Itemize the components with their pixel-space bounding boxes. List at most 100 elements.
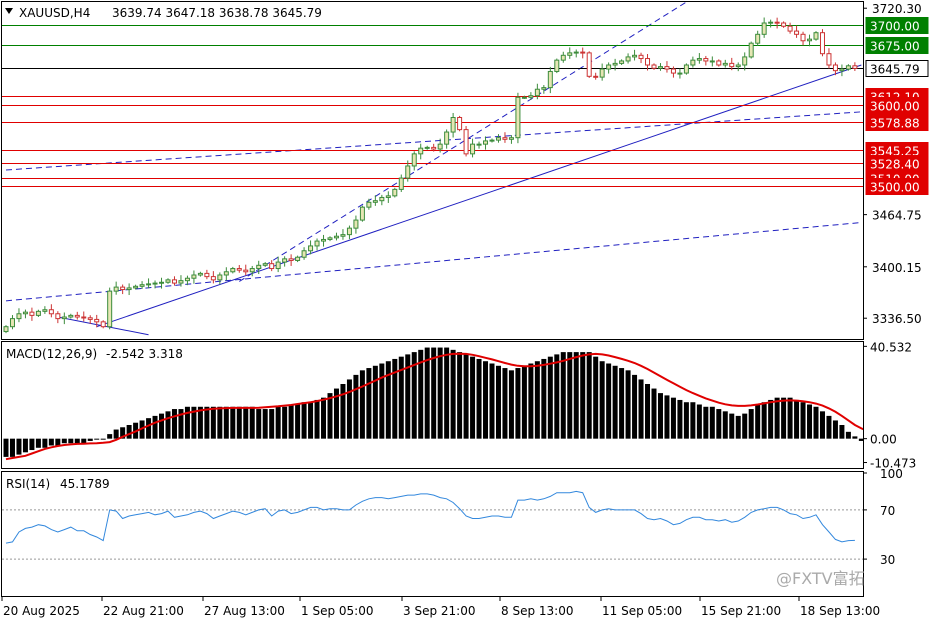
macd-bar [327,393,333,439]
candle [800,31,806,46]
candle [606,62,612,74]
candle [385,191,391,203]
candle [852,62,858,71]
chart-menu-icon [5,8,13,14]
current-level-value: 3645.79 [870,63,920,77]
macd-bar [826,415,832,439]
candle [444,129,450,149]
macd-bar [677,399,683,439]
candle [243,264,249,276]
macd-bar [586,352,592,439]
candle [314,238,320,251]
macd-tick-label: 40.532 [870,340,912,354]
time-tick-label: 1 Sep 05:00 [301,604,373,618]
macd-bar [152,415,158,439]
candle [308,240,314,255]
ohlc-readout: 3639.74 3647.18 3638.78 3645.79 [112,6,322,20]
watermark: @FXTV富拓 [776,569,865,588]
candle [508,135,514,144]
macd-bar [3,438,9,457]
trendline-2[interactable] [5,222,862,302]
macd-bar [761,402,767,439]
macd-bar [22,438,28,453]
macd-bar [593,356,599,439]
macd-bar [126,425,132,439]
candle [567,47,573,59]
macd-bar [787,397,793,439]
candle [333,232,339,241]
candle [580,47,586,59]
macd-bar [35,438,41,448]
candle [120,284,126,295]
candle [593,72,599,80]
rsi-tick-label: 70 [880,504,895,518]
rsi-panel-frame [1,471,864,597]
resistance-level-value: 3675.00 [870,40,920,54]
support-level-label: 3600.00 [865,97,929,114]
price-panel-frame [1,1,864,340]
candle [392,187,398,198]
candle [42,306,48,314]
candle [495,134,501,143]
candle [405,160,411,182]
macd-bar [683,402,689,439]
macd-bar [301,402,307,439]
candle [223,267,229,281]
macd-bar [774,397,780,439]
macd-bar [314,399,320,439]
candle [489,138,495,143]
candle [819,29,825,57]
support-level-value: 3578.88 [870,117,920,131]
candle [768,19,774,28]
candle [450,112,456,138]
trendline-1[interactable] [5,111,862,171]
macd-bar [431,347,437,439]
macd-bar [742,413,748,439]
macd-bar [230,406,236,439]
candle [230,266,236,274]
macd-bar [619,368,625,439]
macd-values: -2.542 3.318 [106,347,183,361]
macd-bar [333,388,339,439]
candle [100,320,106,329]
macd-bar [657,393,663,439]
macd-bar [372,365,378,439]
macd-bar [599,361,605,439]
macd-bar [340,384,346,439]
macd-bar [502,368,508,439]
macd-indicator [3,347,863,461]
macd-bar [716,409,722,439]
candle [845,64,851,71]
macd-bar [262,409,268,439]
macd-bar [204,406,210,439]
candle [832,62,838,76]
macd-bar [146,418,152,439]
macd-bar [87,438,93,441]
rsi-value: 45.1789 [60,477,110,491]
macd-bar [541,358,547,439]
macd-bar [68,438,74,444]
macd-bar [392,358,398,439]
macd-bar [243,406,249,439]
candle [657,63,663,71]
macd-bar [269,409,275,439]
level-labels: 3700.003675.003645.793612.103600.003578.… [865,17,929,195]
trendlines[interactable] [5,0,862,336]
candle [619,59,625,65]
macd-bar [858,438,863,441]
candle [696,53,702,64]
trendline-4[interactable] [96,64,862,328]
macd-bar [165,411,171,439]
candle [288,254,294,266]
candle [359,205,365,222]
macd-bar [379,363,385,439]
macd-bar [217,406,223,439]
candle [573,49,579,58]
rsi-tick-label: 30 [880,553,895,567]
macd-bar [735,415,741,439]
macd-bar [353,374,359,439]
macd-bar [450,349,456,439]
price-tick-label: 3464.75 [872,209,922,223]
price-levels[interactable] [2,25,863,187]
